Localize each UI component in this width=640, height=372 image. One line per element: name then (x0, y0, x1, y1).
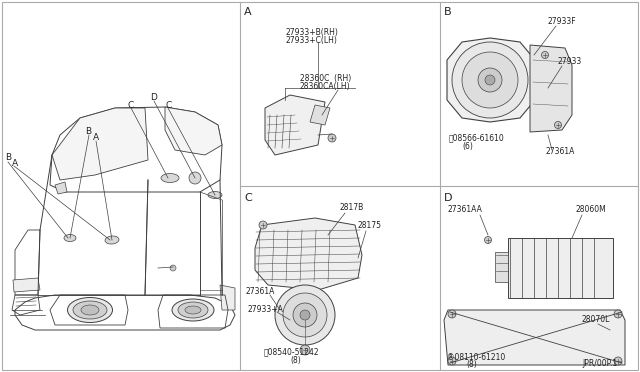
Text: 27933+B(RH): 27933+B(RH) (285, 28, 338, 36)
Text: 28360CA(LH): 28360CA(LH) (300, 81, 351, 90)
Text: 28360C  (RH): 28360C (RH) (300, 74, 351, 83)
Ellipse shape (185, 306, 201, 314)
Bar (495, 252, 508, 282)
Ellipse shape (73, 301, 107, 319)
Text: 27361A: 27361A (545, 148, 574, 157)
Circle shape (614, 357, 622, 365)
Polygon shape (310, 105, 330, 125)
Text: 28175: 28175 (358, 221, 382, 231)
Text: A: A (12, 158, 18, 167)
Circle shape (283, 293, 327, 337)
Text: 27933+C(LH): 27933+C(LH) (285, 35, 337, 45)
Text: 27361A: 27361A (246, 288, 275, 296)
Text: A: A (244, 7, 252, 17)
Circle shape (259, 221, 267, 229)
Text: 28060M: 28060M (575, 205, 605, 215)
Text: ®08110-61210: ®08110-61210 (447, 353, 505, 362)
Ellipse shape (64, 234, 76, 241)
Polygon shape (13, 278, 40, 292)
Circle shape (554, 122, 561, 128)
Circle shape (170, 265, 176, 271)
Text: JPR/00P.1: JPR/00P.1 (582, 359, 617, 368)
Circle shape (452, 42, 528, 118)
Ellipse shape (208, 192, 222, 199)
Text: D: D (444, 193, 452, 203)
Text: 28070L: 28070L (582, 315, 611, 324)
Text: (8): (8) (466, 360, 477, 369)
Text: (6): (6) (462, 142, 473, 151)
Polygon shape (447, 38, 535, 122)
Circle shape (328, 134, 336, 142)
Polygon shape (165, 107, 222, 155)
Ellipse shape (161, 173, 179, 183)
Circle shape (485, 75, 495, 85)
Polygon shape (530, 45, 572, 132)
Circle shape (448, 310, 456, 318)
Text: A: A (93, 134, 99, 142)
Text: 27361AA: 27361AA (447, 205, 482, 215)
Circle shape (189, 172, 201, 184)
Polygon shape (444, 310, 625, 365)
Polygon shape (265, 95, 325, 155)
Text: C: C (127, 100, 133, 109)
Text: Ⓢ08540-51242: Ⓢ08540-51242 (264, 347, 319, 356)
Ellipse shape (178, 302, 208, 318)
Text: 27933: 27933 (558, 58, 582, 67)
Text: B: B (85, 128, 91, 137)
Polygon shape (52, 108, 148, 180)
Polygon shape (255, 218, 362, 290)
Ellipse shape (81, 305, 99, 315)
Ellipse shape (172, 299, 214, 321)
Bar (508, 238, 613, 298)
Text: 2817B: 2817B (340, 203, 364, 212)
Circle shape (300, 345, 310, 355)
Circle shape (484, 237, 492, 244)
Polygon shape (220, 285, 235, 310)
Circle shape (478, 68, 502, 92)
Circle shape (541, 51, 548, 58)
Text: 27933+A: 27933+A (248, 305, 284, 314)
Circle shape (300, 310, 310, 320)
Text: 27933F: 27933F (548, 17, 577, 26)
Text: B: B (444, 7, 452, 17)
Ellipse shape (105, 236, 119, 244)
Circle shape (293, 303, 317, 327)
Text: B: B (5, 154, 11, 163)
Circle shape (614, 310, 622, 318)
Ellipse shape (67, 298, 113, 323)
Polygon shape (55, 182, 67, 194)
Circle shape (448, 357, 456, 365)
Text: D: D (150, 93, 157, 103)
Circle shape (275, 285, 335, 345)
Text: C: C (165, 100, 172, 109)
Text: (8): (8) (290, 356, 301, 366)
Text: Ⓢ08566-61610: Ⓢ08566-61610 (449, 134, 505, 142)
Text: C: C (244, 193, 252, 203)
Circle shape (462, 52, 518, 108)
